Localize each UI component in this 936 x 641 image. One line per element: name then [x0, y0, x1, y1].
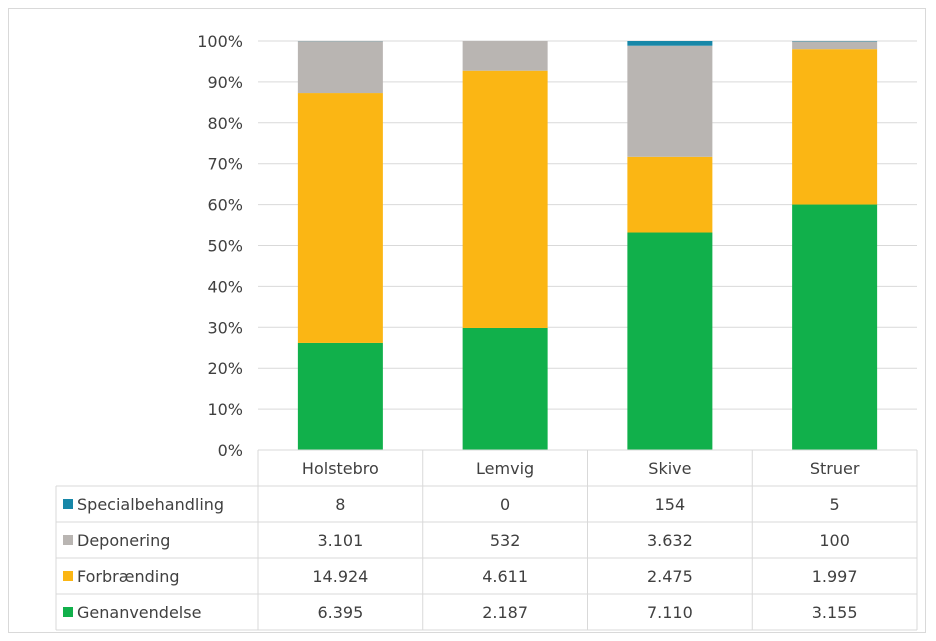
y-tick-label: 50% — [207, 237, 243, 256]
bar-segment — [627, 156, 713, 233]
y-tick-label: 80% — [207, 114, 243, 133]
series-label: Genanvendelse — [77, 603, 201, 622]
data-label: 532 — [490, 531, 521, 550]
data-label: 6.395 — [317, 603, 363, 622]
category-label: Struer — [810, 459, 860, 478]
bar-segment — [297, 342, 383, 450]
y-tick-label: 70% — [207, 155, 243, 174]
series-label: Deponering — [77, 531, 170, 550]
bar-segment — [792, 204, 878, 450]
data-label: 5 — [830, 495, 840, 514]
category-label: Skive — [648, 459, 691, 478]
y-axis-ticks: 0% 10% 20% 30% 40% 50% 60% 70% 80% 90% 100% — [197, 32, 243, 460]
data-label: 154 — [655, 495, 686, 514]
y-tick-label: 90% — [207, 73, 243, 92]
data-label: 100 — [819, 531, 850, 550]
bar-segment — [627, 41, 713, 46]
y-tick-label: 100% — [197, 32, 243, 51]
bar-segment — [462, 327, 548, 450]
y-tick-label: 30% — [207, 318, 243, 337]
series-label: Specialbehandling — [77, 495, 224, 514]
bars — [297, 41, 878, 450]
bar-segment — [462, 70, 548, 328]
y-tick-label: 60% — [207, 196, 243, 215]
bar-segment — [297, 93, 383, 343]
category-label: Holstebro — [302, 459, 379, 478]
y-tick-label: 20% — [207, 359, 243, 378]
bar-segment — [792, 41, 878, 50]
data-label: 3.155 — [812, 603, 858, 622]
data-label: 8 — [335, 495, 345, 514]
y-tick-label: 0% — [218, 441, 243, 460]
legend-swatch — [63, 535, 73, 545]
data-label: 7.110 — [647, 603, 693, 622]
data-label: 3.101 — [317, 531, 363, 550]
data-label: 0 — [500, 495, 510, 514]
data-label: 2.187 — [482, 603, 528, 622]
bar-segment — [462, 41, 548, 71]
data-label: 2.475 — [647, 567, 693, 586]
data-label: 3.632 — [647, 531, 693, 550]
category-label: Lemvig — [476, 459, 534, 478]
bar-segment — [792, 49, 878, 205]
bar-segment — [297, 41, 383, 94]
y-tick-label: 40% — [207, 277, 243, 296]
data-table: Holstebro Lemvig Skive Struer Specialbehandl… — [55, 449, 918, 631]
legend-swatch — [63, 499, 73, 509]
y-tick-label: 10% — [207, 400, 243, 419]
bar-segment — [627, 232, 713, 450]
data-label: 1.997 — [812, 567, 858, 586]
data-label: 14.924 — [312, 567, 368, 586]
series-label: Forbrænding — [77, 567, 179, 586]
legend-swatch — [63, 571, 73, 581]
legend-swatch — [63, 607, 73, 617]
data-label: 4.611 — [482, 567, 528, 586]
bar-segment — [627, 45, 713, 157]
